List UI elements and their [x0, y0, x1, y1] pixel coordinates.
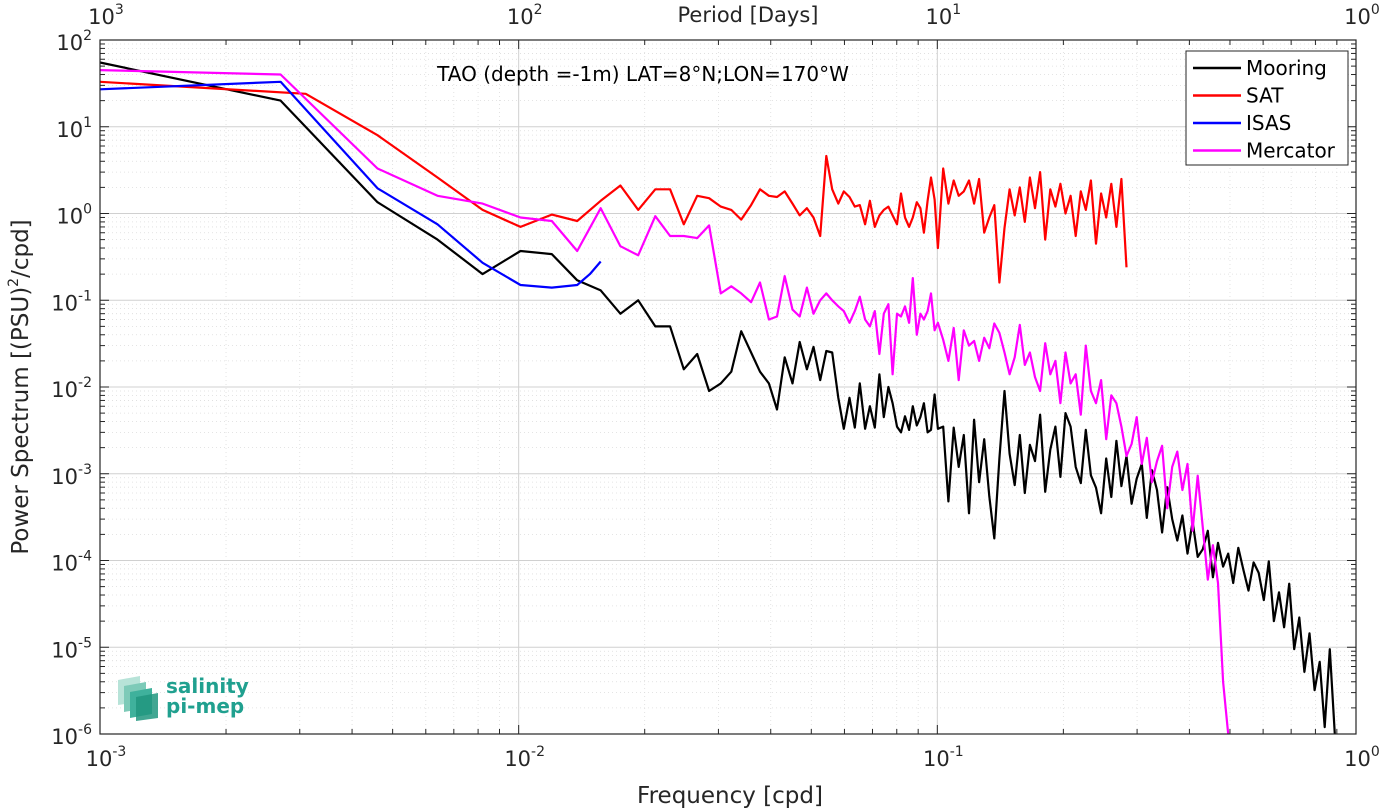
x-axis-label: Frequency [cpd] — [637, 783, 823, 809]
y-tick-label: 10-4 — [51, 549, 92, 576]
grid — [100, 40, 1356, 734]
y-tick-label: 101 — [56, 115, 92, 142]
chart-title: TAO (depth =-1m) LAT=8°N;LON=170°W — [436, 62, 849, 86]
top-axis-label: Period [Days] — [678, 3, 819, 27]
x-tick-label: 100 — [1344, 744, 1380, 771]
top-tick-label: 103 — [88, 2, 124, 29]
y-tick-label: 10-1 — [51, 288, 92, 315]
series-line-isas — [99, 80, 602, 289]
series-lines — [99, 61, 1336, 735]
logo-line1: salinity — [166, 674, 249, 698]
y-tick-label: 10-3 — [51, 462, 92, 489]
top-tick-label: 100 — [1344, 2, 1380, 29]
legend-entries: Mooring SAT ISAS Mercator — [1193, 56, 1336, 163]
y-axis-label-main: Power Spectrum [(PSU) — [8, 287, 34, 555]
top-tick-label: 101 — [926, 2, 962, 29]
y-tick-label: 100 — [56, 202, 92, 229]
y-tick-label: 10-2 — [51, 375, 92, 402]
series-line-mercator — [99, 69, 1230, 735]
series-line-mooring — [99, 61, 1336, 735]
logo-waves-icon — [118, 676, 158, 721]
x-tick-label: 10-3 — [86, 744, 127, 771]
legend-label-isas: ISAS — [1246, 111, 1291, 135]
series-line-sat — [99, 80, 1128, 284]
legend: Mooring SAT ISAS Mercator — [1185, 50, 1349, 166]
y-axis-label: Power Spectrum [(PSU)2/cpd] — [6, 219, 34, 554]
logo-line2: pi-mep — [166, 694, 244, 718]
y-tick-label: 102 — [56, 28, 92, 55]
legend-label-sat: SAT — [1246, 84, 1284, 108]
y-tick-label: 10-6 — [51, 722, 92, 749]
y-tick-label: 10-5 — [51, 635, 92, 662]
top-tick-label: 102 — [507, 2, 543, 29]
x-tick-label: 10-1 — [923, 744, 964, 771]
y-axis-label-sup: 2 — [6, 278, 22, 287]
y-axis-label-tail: /cpd] — [8, 219, 34, 278]
legend-label-mercator: Mercator — [1246, 139, 1336, 163]
salinity-pi-mep-logo: salinity pi-mep — [118, 674, 249, 721]
legend-box — [1185, 50, 1349, 166]
x-tick-label: 10-2 — [504, 744, 545, 771]
legend-label-mooring: Mooring — [1246, 56, 1327, 80]
